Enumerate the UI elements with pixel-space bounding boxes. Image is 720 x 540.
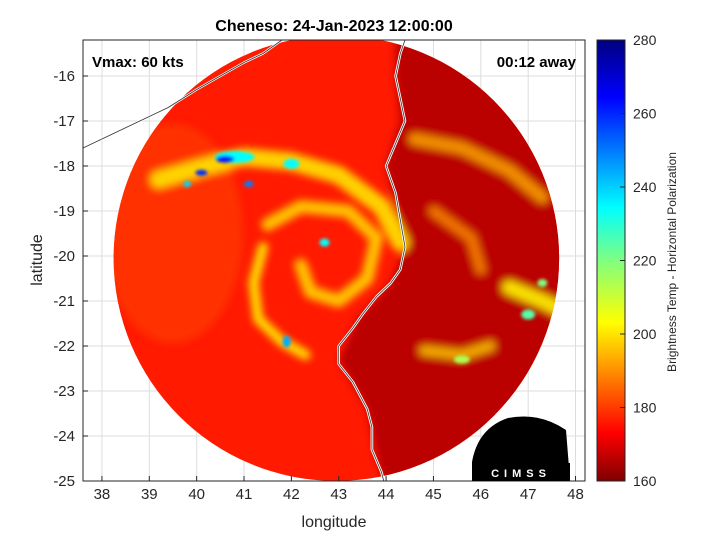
y-tick-label: -16: [53, 68, 75, 85]
y-tick-label: -24: [53, 428, 75, 445]
cold-core-east-1: [521, 309, 536, 320]
microwave-swath: [113, 40, 560, 481]
cold-core-east-4: [453, 355, 470, 364]
y-tick-label: -22: [53, 338, 75, 355]
cold-core-nw-3: [195, 169, 208, 176]
y-axis-label: latitude: [29, 234, 46, 286]
colorbar-ticks: 160 180 200 220 240 260 280: [620, 32, 657, 489]
vmax-annotation: Vmax: 60 kts: [92, 54, 184, 71]
x-tick-label: 39: [141, 486, 158, 503]
y-tick-label: -21: [53, 293, 75, 310]
y-tick-label: -17: [53, 113, 75, 130]
x-axis-label: longitude: [302, 514, 367, 531]
y-tick-label: -19: [53, 203, 75, 220]
logo-tower: [541, 425, 555, 462]
x-tick-label: 44: [378, 486, 395, 503]
logo-text: CIMSS: [491, 468, 551, 480]
colorbar-tick-label: 180: [633, 400, 657, 416]
y-tick-label: -18: [53, 158, 75, 175]
southwest-spiral-band: [248, 242, 311, 360]
ocean-moisture-region: [113, 123, 243, 344]
axis-ticks: 38 39 40 41 42 43 44 45 46 47 48 -16 -17 -18 -19 -20 -21…: [53, 68, 584, 503]
x-tick-label: 48: [567, 486, 584, 503]
logo-banner: [472, 463, 570, 481]
cold-core-sw: [282, 335, 291, 348]
x-tick-label: 40: [188, 486, 205, 503]
x-tick-label: 46: [472, 486, 489, 503]
east-inner-band: [428, 206, 486, 275]
logo-antenna: [482, 436, 536, 452]
y-tick-label: -25: [53, 473, 75, 490]
east-outer-band: [408, 133, 549, 204]
colorbar-tick-label: 240: [633, 179, 657, 195]
cold-core-north: [283, 158, 300, 169]
x-tick-label: 47: [520, 486, 537, 503]
cold-core-nw-2: [216, 155, 235, 163]
cold-core-east-3: [537, 279, 548, 287]
y-tick-label: -23: [53, 383, 75, 400]
east-southern-band: [502, 280, 560, 322]
colorbar-tick-label: 260: [633, 106, 657, 122]
x-tick-label: 45: [425, 486, 442, 503]
x-tick-label: 41: [236, 486, 253, 503]
x-tick-label: 43: [330, 486, 347, 503]
cimss-logo: CIMSS: [472, 416, 570, 481]
colorbar-tick-label: 280: [633, 32, 657, 48]
mozambique-coastline-outer: [83, 40, 283, 149]
axes-frame: [82, 39, 586, 482]
colorbar-label: Brightness Temp - Horizontal Polarizatio…: [665, 152, 679, 372]
colorbar-tick-label: 160: [633, 473, 657, 489]
madagascar-coastline-outer: [338, 40, 406, 481]
time-away-annotation: 00:12 away: [497, 54, 577, 71]
inner-spiral-band: [261, 200, 384, 308]
cold-core-nw-4: [243, 181, 254, 187]
x-tick-label: 38: [94, 486, 111, 503]
cold-core-eyewall: [319, 238, 330, 247]
coastlines: [83, 40, 407, 481]
east-lower-band: [419, 341, 496, 360]
cold-core-nw-5: [183, 181, 192, 187]
colorbar-tick-label: 220: [633, 253, 657, 269]
y-tick-label: -20: [53, 248, 75, 265]
chart-title: Cheneso: 24-Jan-2023 12:00:00: [215, 18, 453, 35]
colorbar-tick-label: 200: [633, 326, 657, 342]
x-tick-label: 42: [283, 486, 300, 503]
